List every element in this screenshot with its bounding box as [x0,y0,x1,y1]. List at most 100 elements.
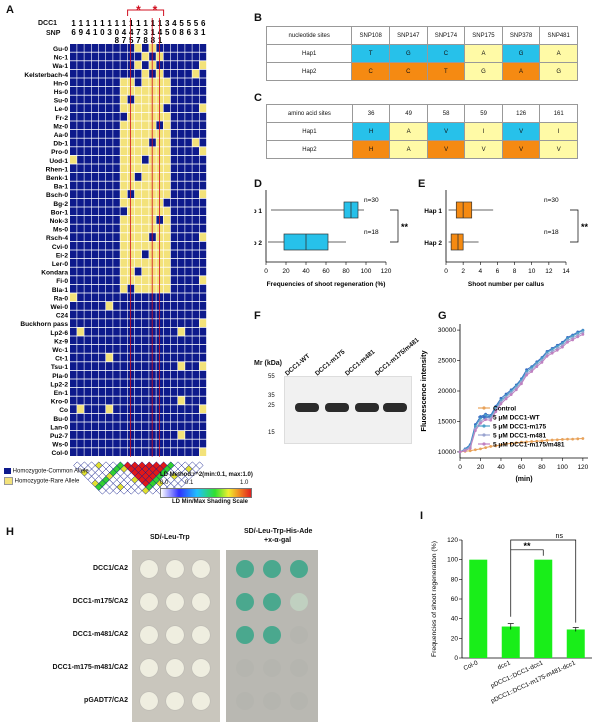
data-point [484,418,487,422]
genotype-cell [84,241,91,250]
genotype-cell [142,121,149,130]
genotype-cell [185,396,192,405]
genotype-cell [178,241,185,250]
snp-digit: 5 [165,28,170,37]
genotype-cell [178,155,185,164]
genotype-cell [106,379,113,388]
genotype-cell [98,164,106,173]
genotype-cell [199,233,207,241]
genotype-cell [185,345,192,353]
genotype-cell [185,448,192,456]
panel-a-haplotype-grid: 1619141110131081471451771381181413540585… [20,3,207,495]
genotype-cell [134,138,142,147]
genotype-cell [70,293,77,302]
genotype-cell [170,319,178,327]
ns-bracket [510,539,577,623]
legend-marker [482,415,486,419]
box [450,233,464,251]
genotype-cell [84,370,91,379]
genotype-cell [178,336,185,345]
table-header-row: amino acid sites 36 49 58 59 126 161 [266,104,578,123]
table-header-cell: 126 [501,104,541,123]
genotype-cell [84,439,91,448]
accession-label: Rhen-1 [46,166,69,173]
genotype-cell [185,233,192,241]
genotype-cell [120,353,127,362]
genotype-cell [163,276,171,284]
genotype-cell [178,448,185,456]
genotype-cell [170,121,178,130]
accession-label: Uod-1 [49,158,68,165]
genotype-cell [113,138,120,147]
data-point [561,345,564,349]
x-tick-label: 80 [342,268,350,275]
genotype-cell [163,310,171,319]
table-cell: C [426,44,466,63]
data-point [463,449,467,453]
genotype-cell [113,181,120,190]
genotype-cell [178,353,185,362]
genotype-cell [170,276,178,284]
yeast-spot-selection [290,692,308,710]
genotype-cell [134,413,142,422]
genotype-cell [91,448,99,456]
x-tick-label: 60 [322,268,330,275]
genotype-cell [77,336,84,345]
genotype-cell [113,336,120,345]
genotype-cell [178,173,185,181]
genotype-cell [70,405,77,413]
snp-digit: 8 [143,36,148,45]
genotype-cell [170,448,178,456]
genotype-cell [142,250,149,259]
genotype-cell [134,345,142,353]
genotype-cell [163,216,171,224]
panel-g-line-chart: 10000 15000 20000 25000 30000 0 20 40 60 80 100 120… [419,324,589,483]
yeast-row-label: DCC1-m175-m481/CA2 [52,664,128,671]
genotype-cell [77,422,84,431]
genotype-cell [192,173,199,181]
data-point [473,448,477,452]
genotype-cell [163,173,171,181]
genotype-cell [120,155,127,164]
genotype-cell [84,216,91,224]
genotype-cell [91,181,99,190]
genotype-cell [199,207,207,216]
x-tick-label: 2 [461,268,465,275]
genotype-cell [199,155,207,164]
genotype-cell [70,267,77,276]
genotype-cell [98,198,106,207]
genotype-cell [163,190,171,198]
genotype-cell [77,388,84,396]
table-header-cell: SNP175 [464,26,503,45]
table-cell: A [389,140,428,159]
x-tick-label: 100 [557,464,568,471]
genotype-cell [178,233,185,241]
genotype-cell [84,388,91,396]
genotype-cell [98,302,106,310]
genotype-cell [163,388,171,396]
yeast-spot-growth [192,560,210,578]
genotype-cell [120,422,127,431]
genotype-cell [163,379,171,388]
genotype-cell [170,190,178,198]
genotype-cell [77,267,84,276]
genotype-cell [199,78,207,87]
genotype-cell [70,87,77,95]
genotype-cell [98,104,106,112]
ld-color-scale [160,488,252,498]
x-tick-label: 100 [361,268,372,275]
table-cell: V [426,140,466,159]
gel-lane-label: DCC1-m175/m481 [374,336,421,378]
genotype-cell [134,327,142,336]
table-cell: A [539,44,578,63]
genotype-cell [199,405,207,413]
genotype-cell [185,413,192,422]
genotype-cell [70,302,77,310]
table-cell: C [388,62,428,81]
genotype-cell [199,87,207,95]
gel-lane-label: DCC1-WT [284,352,312,378]
genotype-cell [178,121,185,130]
genotype-cell [84,250,91,259]
table-cell: H [351,122,391,141]
genotype-cell [142,388,149,396]
